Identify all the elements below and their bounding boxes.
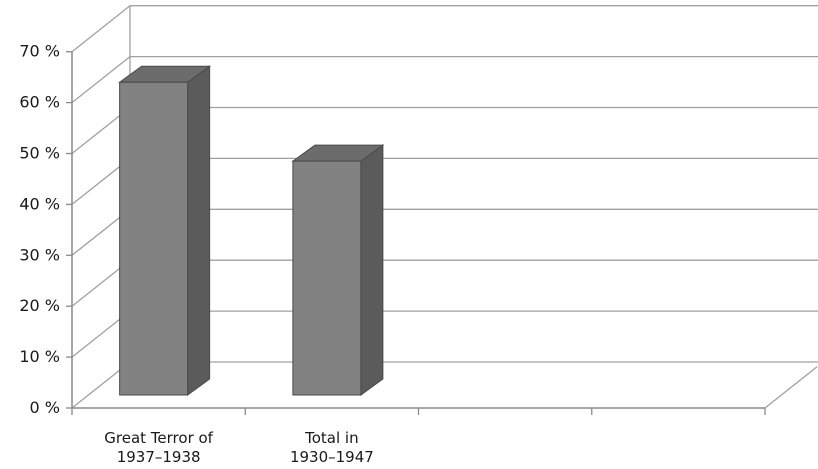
floor-right-edge xyxy=(764,366,818,409)
y-tick-label: 30 % xyxy=(19,245,60,264)
bar-side xyxy=(187,65,211,396)
x-tick-label: Great Terror of xyxy=(104,429,213,447)
y-tick-label: 40 % xyxy=(19,194,60,213)
y-tick-label: 20 % xyxy=(19,296,60,315)
x-tick-label: Total in xyxy=(304,429,358,447)
y-tick-label: 50 % xyxy=(19,144,60,163)
y-tick-label: 70 % xyxy=(19,42,60,61)
bar-front xyxy=(119,81,189,396)
gridlines xyxy=(71,5,818,409)
y-tick-label: 10 % xyxy=(19,347,60,366)
bar-side xyxy=(360,144,384,396)
x-tick-label: 1930–1947 xyxy=(290,448,374,466)
x-tick-label: 1937–1938 xyxy=(117,448,201,466)
y-tick-label: 60 % xyxy=(19,93,60,112)
bar xyxy=(291,144,385,396)
tick-labels: 0 % 10 % 20 % 30 % 40 % 50 % 60 % 70 % Great Ter… xyxy=(19,42,373,466)
gridline-diagonal xyxy=(71,5,131,53)
bar-front xyxy=(292,160,362,396)
bars xyxy=(118,65,385,396)
y-tick-label: 0 % xyxy=(30,398,60,417)
bar xyxy=(118,65,212,396)
gridline-diagonal xyxy=(71,56,131,104)
